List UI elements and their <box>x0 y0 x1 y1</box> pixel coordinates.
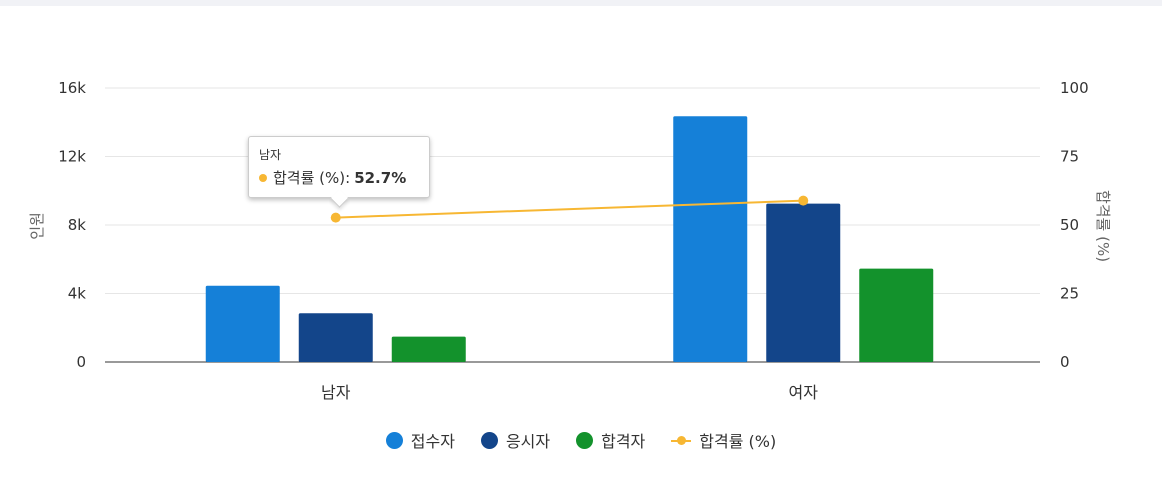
series-line <box>335 199 804 219</box>
top-bar <box>0 0 1162 6</box>
left-tick-label: 16k <box>58 79 86 97</box>
bar-series <box>205 116 934 362</box>
bar <box>673 116 748 362</box>
right-axis-title: 합격률 (%) <box>1094 190 1112 262</box>
line-series <box>330 195 809 223</box>
category-label: 여자 <box>789 383 819 402</box>
legend-label: 접수자 <box>410 432 455 451</box>
legend-item-passer[interactable]: 합격자 <box>576 428 645 452</box>
bar <box>766 203 841 362</box>
tooltip-row: 합격률 (%): 52.7% <box>259 167 419 188</box>
right-tick-label: 75 <box>1060 148 1079 166</box>
legend-item-pass-rate[interactable]: 합격률 (%) <box>671 428 776 452</box>
bar <box>391 336 466 362</box>
right-tick-label: 0 <box>1060 353 1070 371</box>
left-tick-label: 4k <box>68 285 87 303</box>
right-tick-label: 25 <box>1060 285 1079 303</box>
legend-dot-icon <box>385 431 403 449</box>
legend-line-icon <box>671 432 692 449</box>
left-axis-ticks: 0 4k 8k 12k 16k <box>58 79 86 371</box>
right-tick-label: 50 <box>1060 216 1079 234</box>
legend-item-receipt[interactable]: 접수자 <box>385 428 455 452</box>
series-point <box>330 212 341 223</box>
left-tick-label: 8k <box>68 216 87 234</box>
category-labels: 남자 여자 <box>321 383 818 402</box>
legend: 접수자 응시자 합격자 합격률 (%) <box>0 428 1162 452</box>
tooltip-category: 남자 <box>259 148 282 162</box>
left-tick-label: 12k <box>58 148 86 166</box>
legend-dot-icon <box>576 431 594 449</box>
tooltip-value: 52.7% <box>354 168 407 187</box>
legend-label: 합격률 (%) <box>699 432 777 451</box>
legend-label: 응시자 <box>505 432 551 451</box>
tooltip-dot-icon <box>259 173 267 182</box>
right-axis-ticks: 0 25 50 75 100 <box>1060 79 1089 371</box>
series-point <box>798 195 809 206</box>
legend-label: 합격자 <box>601 432 646 451</box>
right-tick-label: 100 <box>1060 79 1089 97</box>
tooltip-series-label: 합격률 (%): <box>273 169 351 187</box>
category-label: 남자 <box>321 383 351 402</box>
bar <box>298 313 373 362</box>
bar <box>859 268 934 362</box>
left-tick-label: 0 <box>76 353 86 371</box>
left-axis-title: 인원 <box>28 212 46 240</box>
legend-dot-icon <box>480 431 498 449</box>
bar <box>205 285 280 362</box>
legend-item-examinee[interactable]: 응시자 <box>480 428 551 452</box>
tooltip: 남자 합격률 (%): 52.7% <box>248 136 430 198</box>
